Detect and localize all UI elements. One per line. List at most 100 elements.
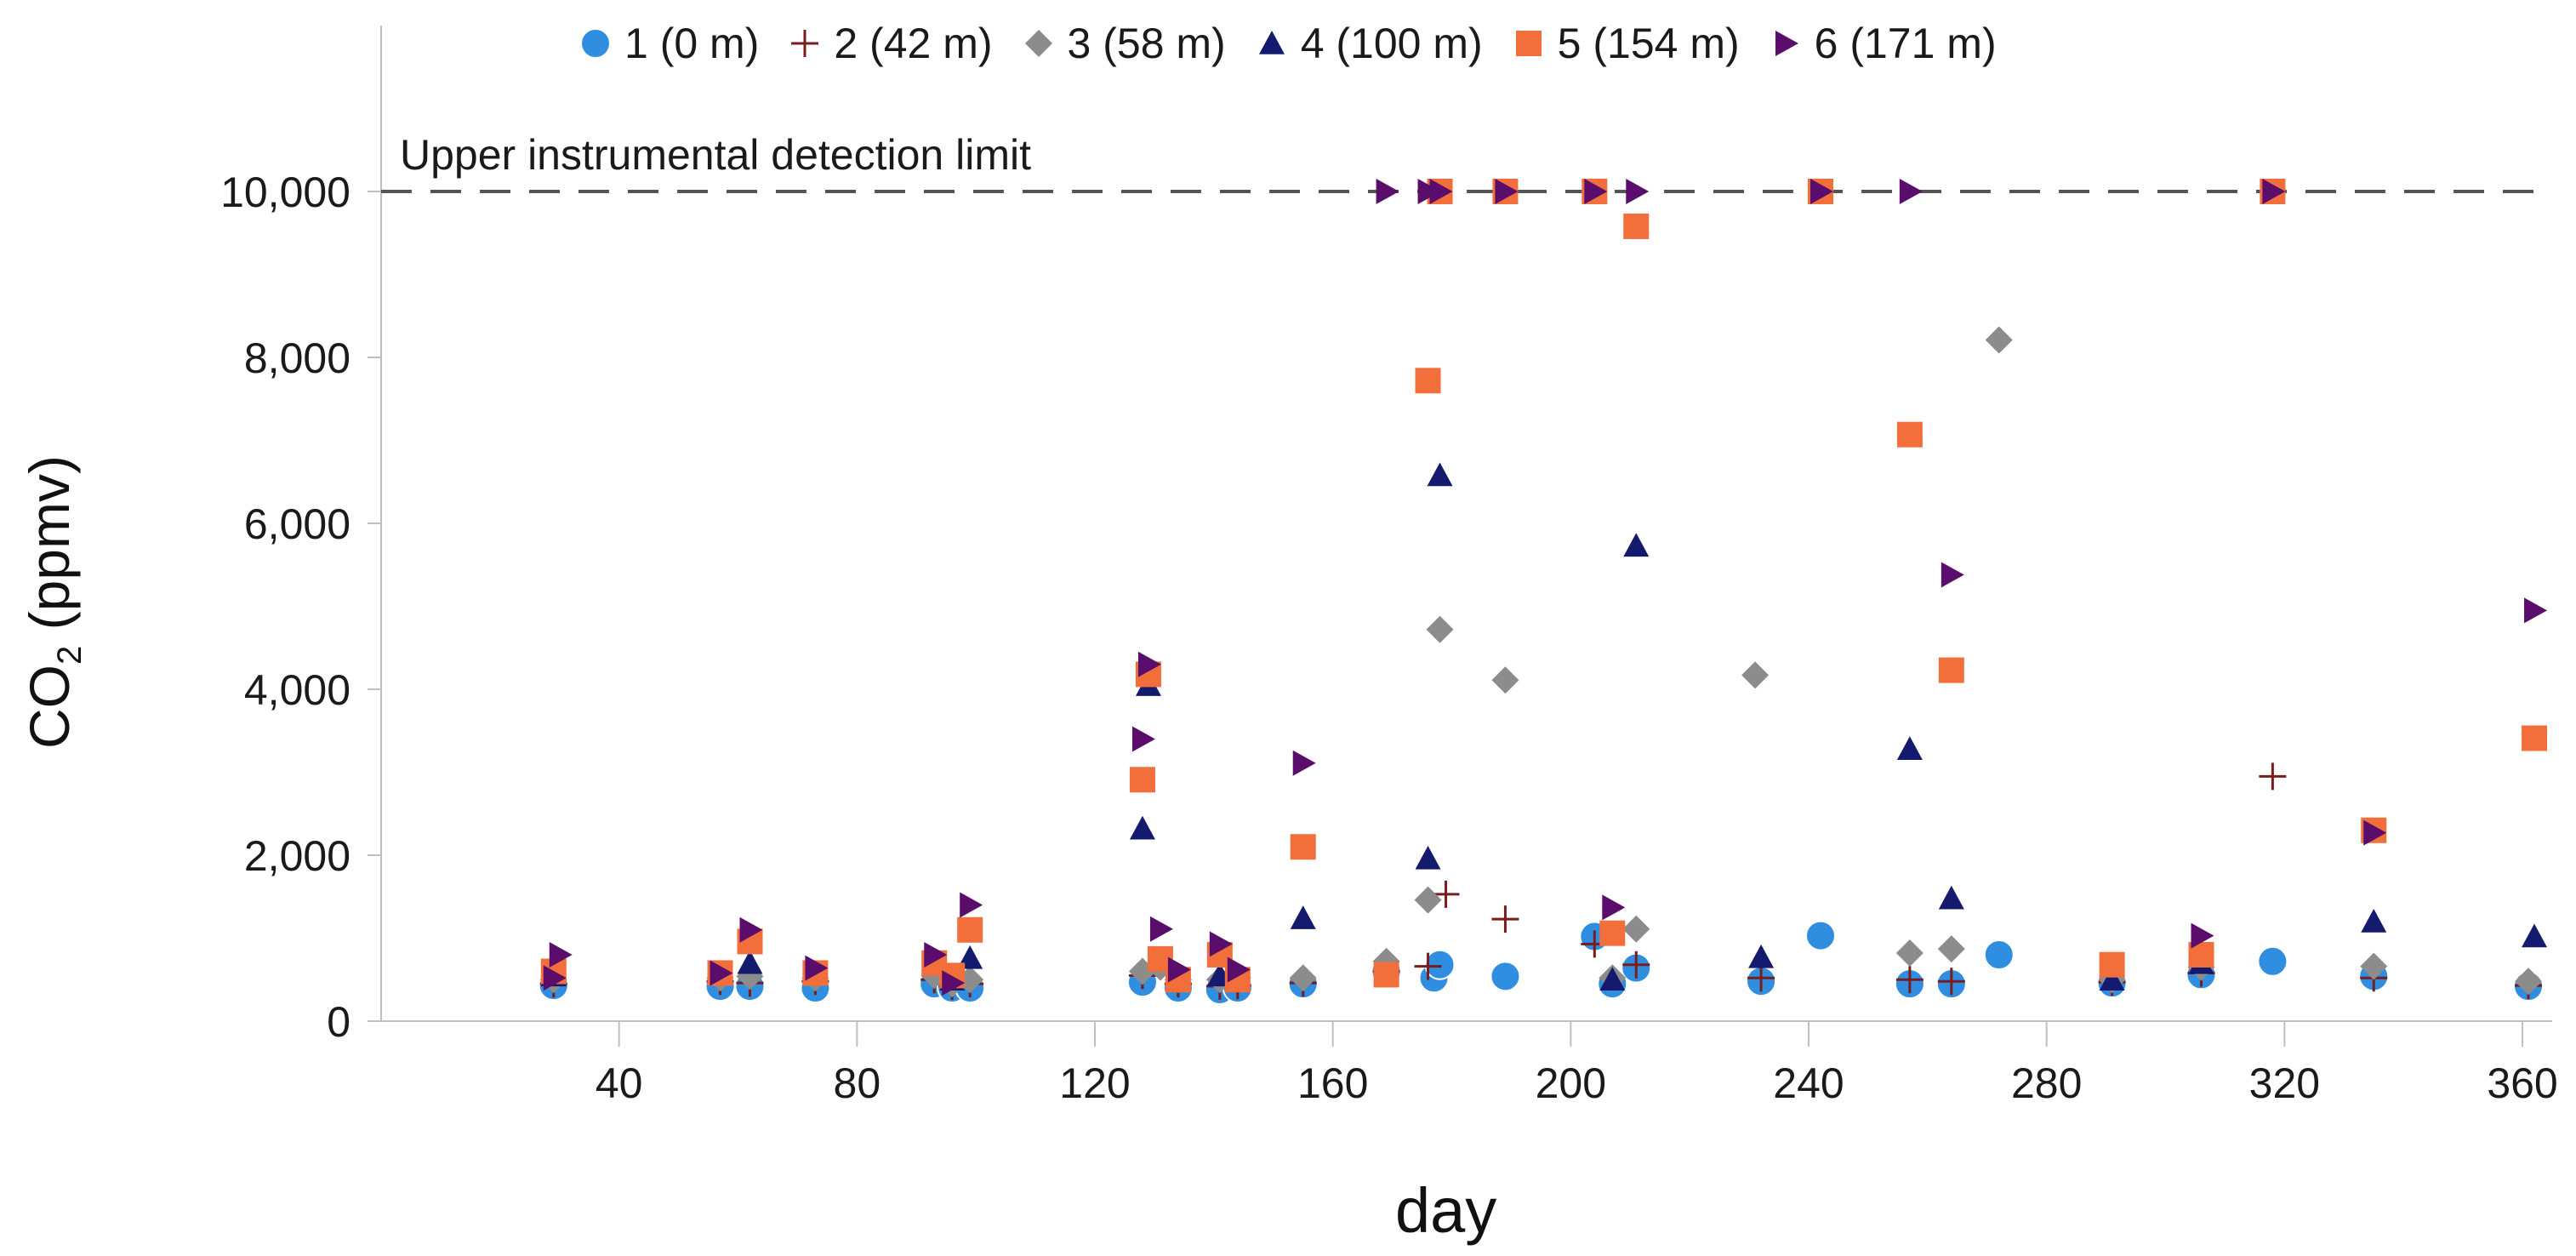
data-point-series-6 bbox=[739, 916, 763, 943]
y-axis-label-main: CO bbox=[18, 665, 81, 749]
data-point-series-6 bbox=[1131, 726, 1155, 752]
x-tick-label: 80 bbox=[834, 1059, 881, 1107]
legend-marker-series-2 bbox=[791, 30, 819, 57]
data-point-series-6 bbox=[1209, 931, 1233, 957]
x-tick-label: 40 bbox=[596, 1059, 643, 1107]
data-point-series-4 bbox=[1623, 533, 1650, 557]
y-tick-label: 2,000 bbox=[244, 832, 350, 880]
points-layer bbox=[538, 179, 2548, 1005]
legend-label: 2 (42 m) bbox=[834, 20, 993, 67]
data-point-series-6 bbox=[805, 955, 829, 981]
data-point-series-5 bbox=[1896, 421, 1923, 448]
data-point-series-5 bbox=[1290, 834, 1316, 860]
legend-label: 6 (171 m) bbox=[1814, 20, 1997, 67]
legend-marker-icon bbox=[1775, 31, 1798, 56]
data-point-series-3 bbox=[1985, 326, 2013, 354]
legend-marker-series-5 bbox=[1515, 31, 1542, 56]
detection-limit-label: Upper instrumental detection limit bbox=[400, 131, 1031, 179]
data-point-series-5 bbox=[1129, 767, 1155, 793]
y-tick-label: 8,000 bbox=[244, 334, 350, 382]
legend-marker-icon bbox=[1258, 31, 1285, 54]
data-point-series-4 bbox=[1415, 845, 1441, 870]
data-point-series-2 bbox=[1937, 968, 1965, 996]
y-tick-label: 6,000 bbox=[244, 500, 350, 548]
data-point-series-3 bbox=[1895, 939, 1923, 968]
legend-item-series-5: 5 (154 m) bbox=[1512, 19, 1740, 68]
data-point-series-6 bbox=[942, 970, 966, 996]
data-point-series-6 bbox=[1941, 562, 1964, 588]
data-point-series-4 bbox=[2099, 967, 2125, 991]
data-point-series-6 bbox=[1602, 894, 1626, 921]
legend-label: 4 (100 m) bbox=[1300, 20, 1483, 67]
data-point-series-4 bbox=[737, 950, 763, 974]
data-point-series-5 bbox=[1599, 920, 1626, 946]
data-point-series-5 bbox=[1938, 657, 1964, 683]
data-point-series-6 bbox=[960, 892, 983, 918]
data-point-series-6 bbox=[1429, 179, 1453, 204]
data-point-series-6 bbox=[1584, 179, 1608, 204]
legend-item-series-6: 6 (171 m) bbox=[1769, 19, 1997, 68]
legend-label: 5 (154 m) bbox=[1557, 20, 1740, 67]
legend-marker-series-3 bbox=[1024, 30, 1052, 57]
legend-marker-icon bbox=[580, 28, 611, 59]
data-point-series-2 bbox=[1432, 880, 1460, 908]
data-point-series-4 bbox=[1599, 967, 1626, 991]
data-point-series-6 bbox=[1417, 179, 1441, 204]
legend-item-series-1: 1 (0 m) bbox=[578, 19, 759, 68]
data-point-series-3 bbox=[1414, 886, 1442, 914]
data-point-series-4 bbox=[1748, 944, 1775, 968]
x-tick-label: 160 bbox=[1297, 1059, 1368, 1107]
legend-marker-series-6 bbox=[1775, 31, 1798, 56]
legend-item-series-4: 4 (100 m) bbox=[1255, 19, 1483, 68]
data-point-series-3 bbox=[1491, 666, 1519, 694]
grid-layer bbox=[618, 1021, 2524, 1047]
legend: 1 (0 m) 2 (42 m) 3 (58 m) 4 (100 m) 5 (154 m… bbox=[578, 19, 2026, 68]
legend-item-series-3: 3 (58 m) bbox=[1022, 19, 1226, 68]
data-point-series-5 bbox=[957, 916, 983, 943]
x-axis-label: day bbox=[1395, 1175, 1497, 1246]
data-point-series-5 bbox=[1415, 368, 1441, 394]
data-point-series-6 bbox=[1137, 651, 1161, 677]
data-point-series-6 bbox=[1626, 179, 1650, 204]
data-point-series-4 bbox=[1938, 885, 1964, 910]
data-point-series-3 bbox=[1289, 964, 1317, 992]
legend-marker-icon bbox=[1515, 31, 1542, 56]
data-point-series-2 bbox=[1747, 964, 1775, 992]
data-point-series-2 bbox=[2259, 762, 2287, 791]
data-point-series-5 bbox=[2099, 951, 2125, 978]
data-point-series-6 bbox=[543, 965, 567, 991]
data-point-series-6 bbox=[1149, 916, 1173, 942]
data-point-series-6 bbox=[2363, 819, 2387, 846]
data-point-series-6 bbox=[2191, 922, 2214, 949]
data-point-series-4 bbox=[1896, 736, 1923, 760]
data-point-series-4 bbox=[1427, 462, 1453, 487]
y-tick-label: 10,000 bbox=[220, 168, 350, 216]
data-point-series-4 bbox=[1290, 905, 1316, 929]
data-point-series-3 bbox=[1622, 915, 1650, 943]
data-point-series-6 bbox=[1810, 179, 1834, 204]
data-point-series-6 bbox=[2262, 179, 2286, 204]
data-point-series-4 bbox=[2522, 923, 2548, 948]
y-axis-label: CO2 (ppmv) bbox=[17, 455, 89, 749]
data-point-series-6 bbox=[1227, 956, 1251, 983]
x-tick-label: 240 bbox=[1773, 1059, 1844, 1107]
y-axis-label-unit: (ppmv) bbox=[18, 455, 81, 631]
legend-item-series-2: 2 (42 m) bbox=[788, 19, 993, 68]
y-tick-label: 0 bbox=[327, 998, 350, 1046]
x-tick-label: 320 bbox=[2249, 1059, 2320, 1107]
data-point-series-6 bbox=[1495, 179, 1519, 204]
y-axis-label-subscript: 2 bbox=[51, 645, 89, 665]
data-point-series-4 bbox=[2361, 909, 2387, 933]
x-tick-label: 360 bbox=[2487, 1059, 2557, 1107]
axis-layer: 40 80 120 160 200 240 280 320 360 0 2,000 4,000 6,00… bbox=[220, 26, 2558, 1107]
data-point-series-6 bbox=[549, 942, 573, 968]
x-tick-label: 120 bbox=[1059, 1059, 1130, 1107]
data-point-series-6 bbox=[1376, 179, 1399, 204]
data-point-series-2 bbox=[1622, 951, 1650, 979]
data-point-series-5 bbox=[2522, 725, 2548, 751]
data-point-series-1 bbox=[1424, 949, 1456, 980]
data-point-series-4 bbox=[1129, 815, 1155, 840]
data-point-series-3 bbox=[1937, 935, 1965, 963]
data-point-series-1 bbox=[1983, 939, 2015, 970]
